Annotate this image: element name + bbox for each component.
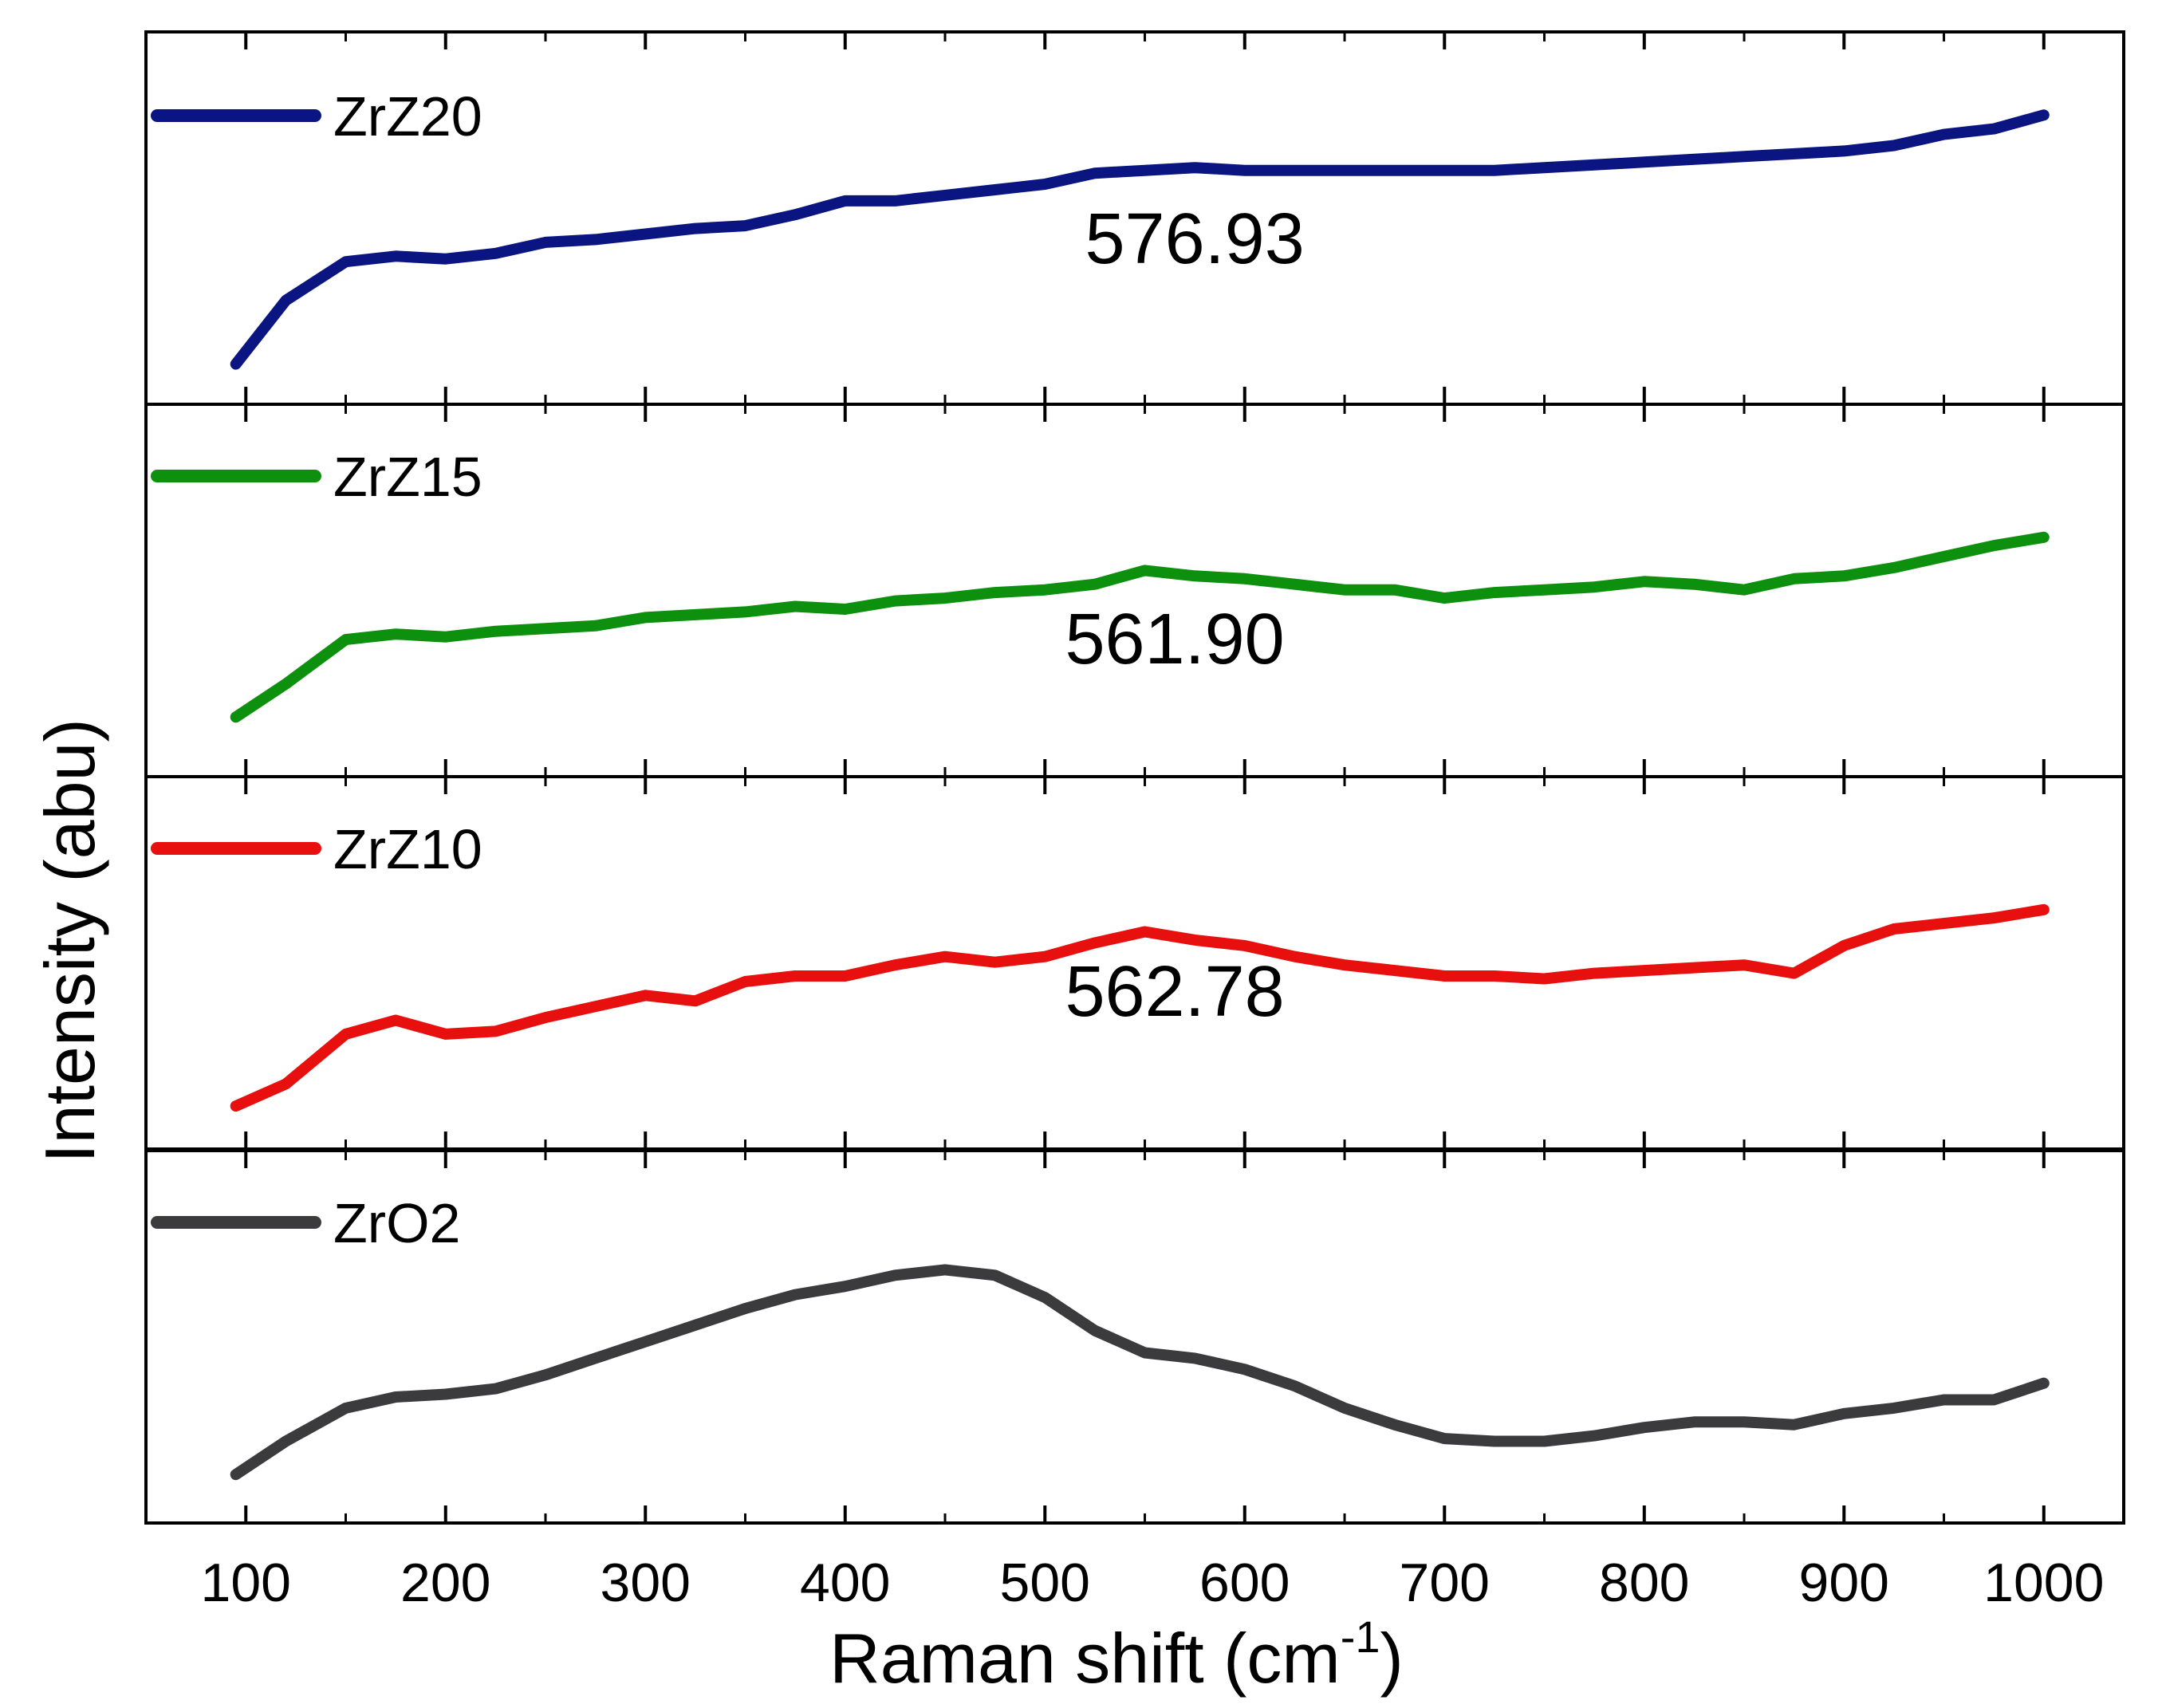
chart-panels: ZrZ20 576.93 ZrZ15 561.90 ZrZ10 562.78 ZrO2 xyxy=(144,30,2125,1525)
series-line-zrz10 xyxy=(230,903,2050,1112)
panel-zrz20: ZrZ20 576.93 xyxy=(144,30,2125,406)
peak-annotation-zrz15: 561.90 xyxy=(1065,600,1284,679)
x-tick-label: 200 xyxy=(400,1553,490,1613)
legend-label-zrz15: ZrZ15 xyxy=(333,446,482,508)
x-tick-labels: 100 200 300 400 500 600 700 800 900 1000 xyxy=(201,1553,2105,1613)
series-line-zrz20 xyxy=(230,109,2050,370)
legend-label-zro2: ZrO2 xyxy=(333,1192,460,1254)
x-tick-label: 400 xyxy=(800,1553,890,1613)
legend-label-zrz20: ZrZ20 xyxy=(333,85,482,148)
legend-label-zrz10: ZrZ10 xyxy=(333,818,482,880)
x-tick-label: 900 xyxy=(1799,1553,1889,1613)
x-axis-title-main: Raman shift (cm xyxy=(829,1619,1341,1698)
panel-zrz10: ZrZ10 562.78 xyxy=(144,775,2125,1151)
x-axis-title-superscript: -1 xyxy=(1341,1612,1380,1662)
x-tick-label: 1000 xyxy=(1983,1553,2104,1613)
x-tick-label: 700 xyxy=(1400,1553,1490,1613)
x-tick-label: 500 xyxy=(1000,1553,1090,1613)
series-line-zrz15 xyxy=(230,531,2050,723)
x-tick-label: 100 xyxy=(201,1553,291,1613)
x-tick-label: 300 xyxy=(601,1553,691,1613)
peak-annotation-zrz20: 576.93 xyxy=(1085,199,1305,279)
x-axis-title-close: ) xyxy=(1380,1619,1404,1698)
series-line-zro2 xyxy=(230,1264,2050,1481)
x-tick-label: 600 xyxy=(1199,1553,1290,1613)
peak-annotation-zrz10: 562.78 xyxy=(1065,952,1284,1032)
panel-zrz15: ZrZ15 561.90 xyxy=(144,403,2125,778)
panel-zro2: ZrO2 xyxy=(144,1149,2125,1525)
x-axis-title: Raman shift (cm-1) xyxy=(829,1612,1404,1698)
panel-frame xyxy=(144,1149,2125,1525)
y-axis-title: Intensity (abu) xyxy=(30,718,109,1163)
x-tick-label: 800 xyxy=(1599,1553,1689,1613)
